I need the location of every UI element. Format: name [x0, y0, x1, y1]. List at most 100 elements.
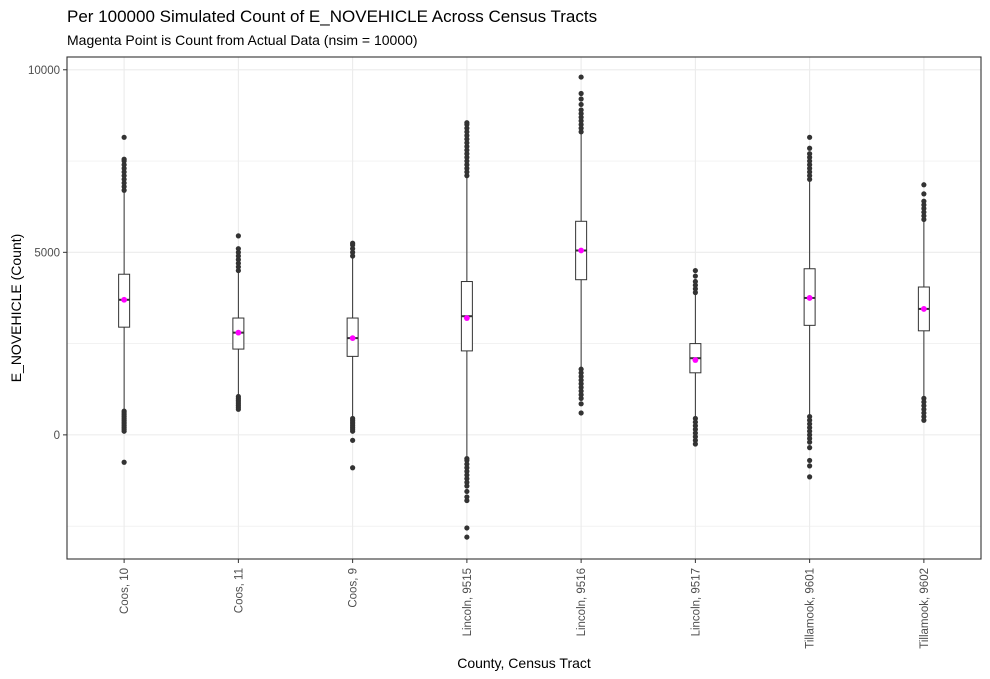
outlier-point — [578, 366, 584, 372]
outlier-point — [464, 476, 470, 482]
outlier-point — [921, 414, 927, 420]
box-group-5 — [575, 74, 588, 416]
outlier-point — [807, 424, 813, 431]
outlier-point — [235, 260, 241, 266]
outlier-point — [464, 479, 470, 485]
x-axis: Coos, 10 Coos, 11 Coos, 9 Lincoln, 9515 Linc… — [119, 559, 931, 649]
outlier-point — [921, 403, 927, 409]
outlier-point — [464, 140, 470, 146]
outlier-point — [121, 162, 127, 168]
y-tick-label: 10000 — [28, 65, 60, 77]
outlier-point — [692, 437, 698, 443]
box-group-1 — [118, 134, 131, 465]
outlier-point — [692, 273, 698, 279]
outlier-point — [464, 136, 470, 142]
y-tick-label: 0 — [54, 430, 60, 442]
outlier-point — [578, 101, 584, 108]
outlier-point — [921, 205, 927, 212]
outlier-point — [121, 156, 127, 162]
outlier-point — [807, 169, 813, 175]
chart-subtitle: Magenta Point is Count from Actual Data … — [67, 32, 418, 48]
outlier-point — [807, 176, 813, 182]
outlier-point — [235, 267, 241, 274]
outlier-point — [350, 253, 356, 259]
outlier-point — [692, 441, 698, 447]
outlier-point — [692, 282, 698, 288]
outlier-point — [464, 162, 470, 168]
outlier-point — [578, 118, 584, 124]
outlier-point — [807, 463, 813, 469]
outlier-point — [235, 253, 241, 259]
outlier-point — [921, 198, 927, 204]
outlier-point — [578, 373, 584, 380]
outlier-point — [692, 278, 698, 285]
outlier-point — [807, 421, 813, 427]
x-tick-label: Coos, 10 — [119, 568, 131, 614]
outlier-point — [121, 169, 127, 175]
plot-panel-border — [66, 56, 982, 560]
x-tick-label: Tillamook, 9601 — [805, 568, 817, 649]
outlier-point — [464, 483, 470, 489]
box-group-2 — [232, 233, 245, 412]
outlier-point — [464, 158, 470, 164]
outlier-point — [121, 187, 127, 193]
outlier-point — [692, 419, 698, 425]
x-tick-label: Coos, 11 — [233, 568, 245, 613]
outlier-point — [921, 410, 927, 416]
outlier-point — [350, 246, 356, 252]
outlier-point — [350, 249, 356, 255]
plot-panel — [67, 57, 981, 559]
box-group-8 — [917, 182, 930, 423]
outlier-point — [578, 392, 584, 398]
outlier-point — [464, 497, 470, 504]
outlier-point — [692, 267, 698, 274]
outlier-point — [692, 434, 698, 440]
outlier-point — [464, 488, 470, 495]
outlier-point — [921, 182, 927, 188]
actual-data-point — [235, 329, 242, 336]
outlier-point — [807, 414, 813, 420]
outlier-point — [121, 184, 127, 190]
outlier-point — [807, 162, 813, 168]
outlier-point — [692, 423, 698, 429]
outlier-point — [921, 191, 927, 197]
outlier-point — [921, 417, 927, 423]
outlier-point — [578, 129, 584, 135]
actual-data-point — [121, 296, 128, 303]
outlier-point — [807, 151, 813, 157]
outlier-point — [578, 96, 584, 102]
x-tick-label: Tillamook, 9602 — [919, 568, 931, 649]
actual-data-point — [463, 315, 470, 321]
actual-data-point — [806, 295, 813, 301]
x-axis-title: County, Census Tract — [457, 655, 591, 671]
outlier-point — [807, 432, 813, 438]
outlier-point — [692, 430, 698, 436]
outlier-point — [692, 286, 698, 292]
outlier-point — [464, 132, 470, 139]
outlier-point — [807, 154, 813, 160]
actual-data-point — [578, 247, 585, 254]
outlier-point — [464, 125, 470, 131]
x-tick-label: Lincoln, 9516 — [576, 568, 588, 636]
outlier-point — [350, 437, 356, 443]
outlier-point — [692, 426, 698, 432]
outlier-point — [807, 158, 813, 164]
outlier-point — [578, 74, 584, 80]
outlier-point — [121, 176, 127, 182]
outlier-point — [464, 173, 470, 179]
outlier-point — [464, 468, 470, 474]
x-tick-label: Lincoln, 9515 — [462, 568, 474, 636]
box-group-3 — [346, 240, 359, 471]
outlier-point — [692, 289, 698, 296]
outlier-point — [235, 233, 241, 239]
outlier-point — [464, 165, 470, 171]
outlier-point — [578, 107, 584, 113]
box-group-6 — [689, 267, 702, 447]
outlier-point — [921, 209, 927, 215]
outlier-point — [578, 90, 584, 97]
outlier-point — [464, 494, 470, 500]
outlier-point — [464, 154, 470, 160]
outlier-point — [464, 143, 470, 150]
outlier-point — [807, 435, 813, 442]
